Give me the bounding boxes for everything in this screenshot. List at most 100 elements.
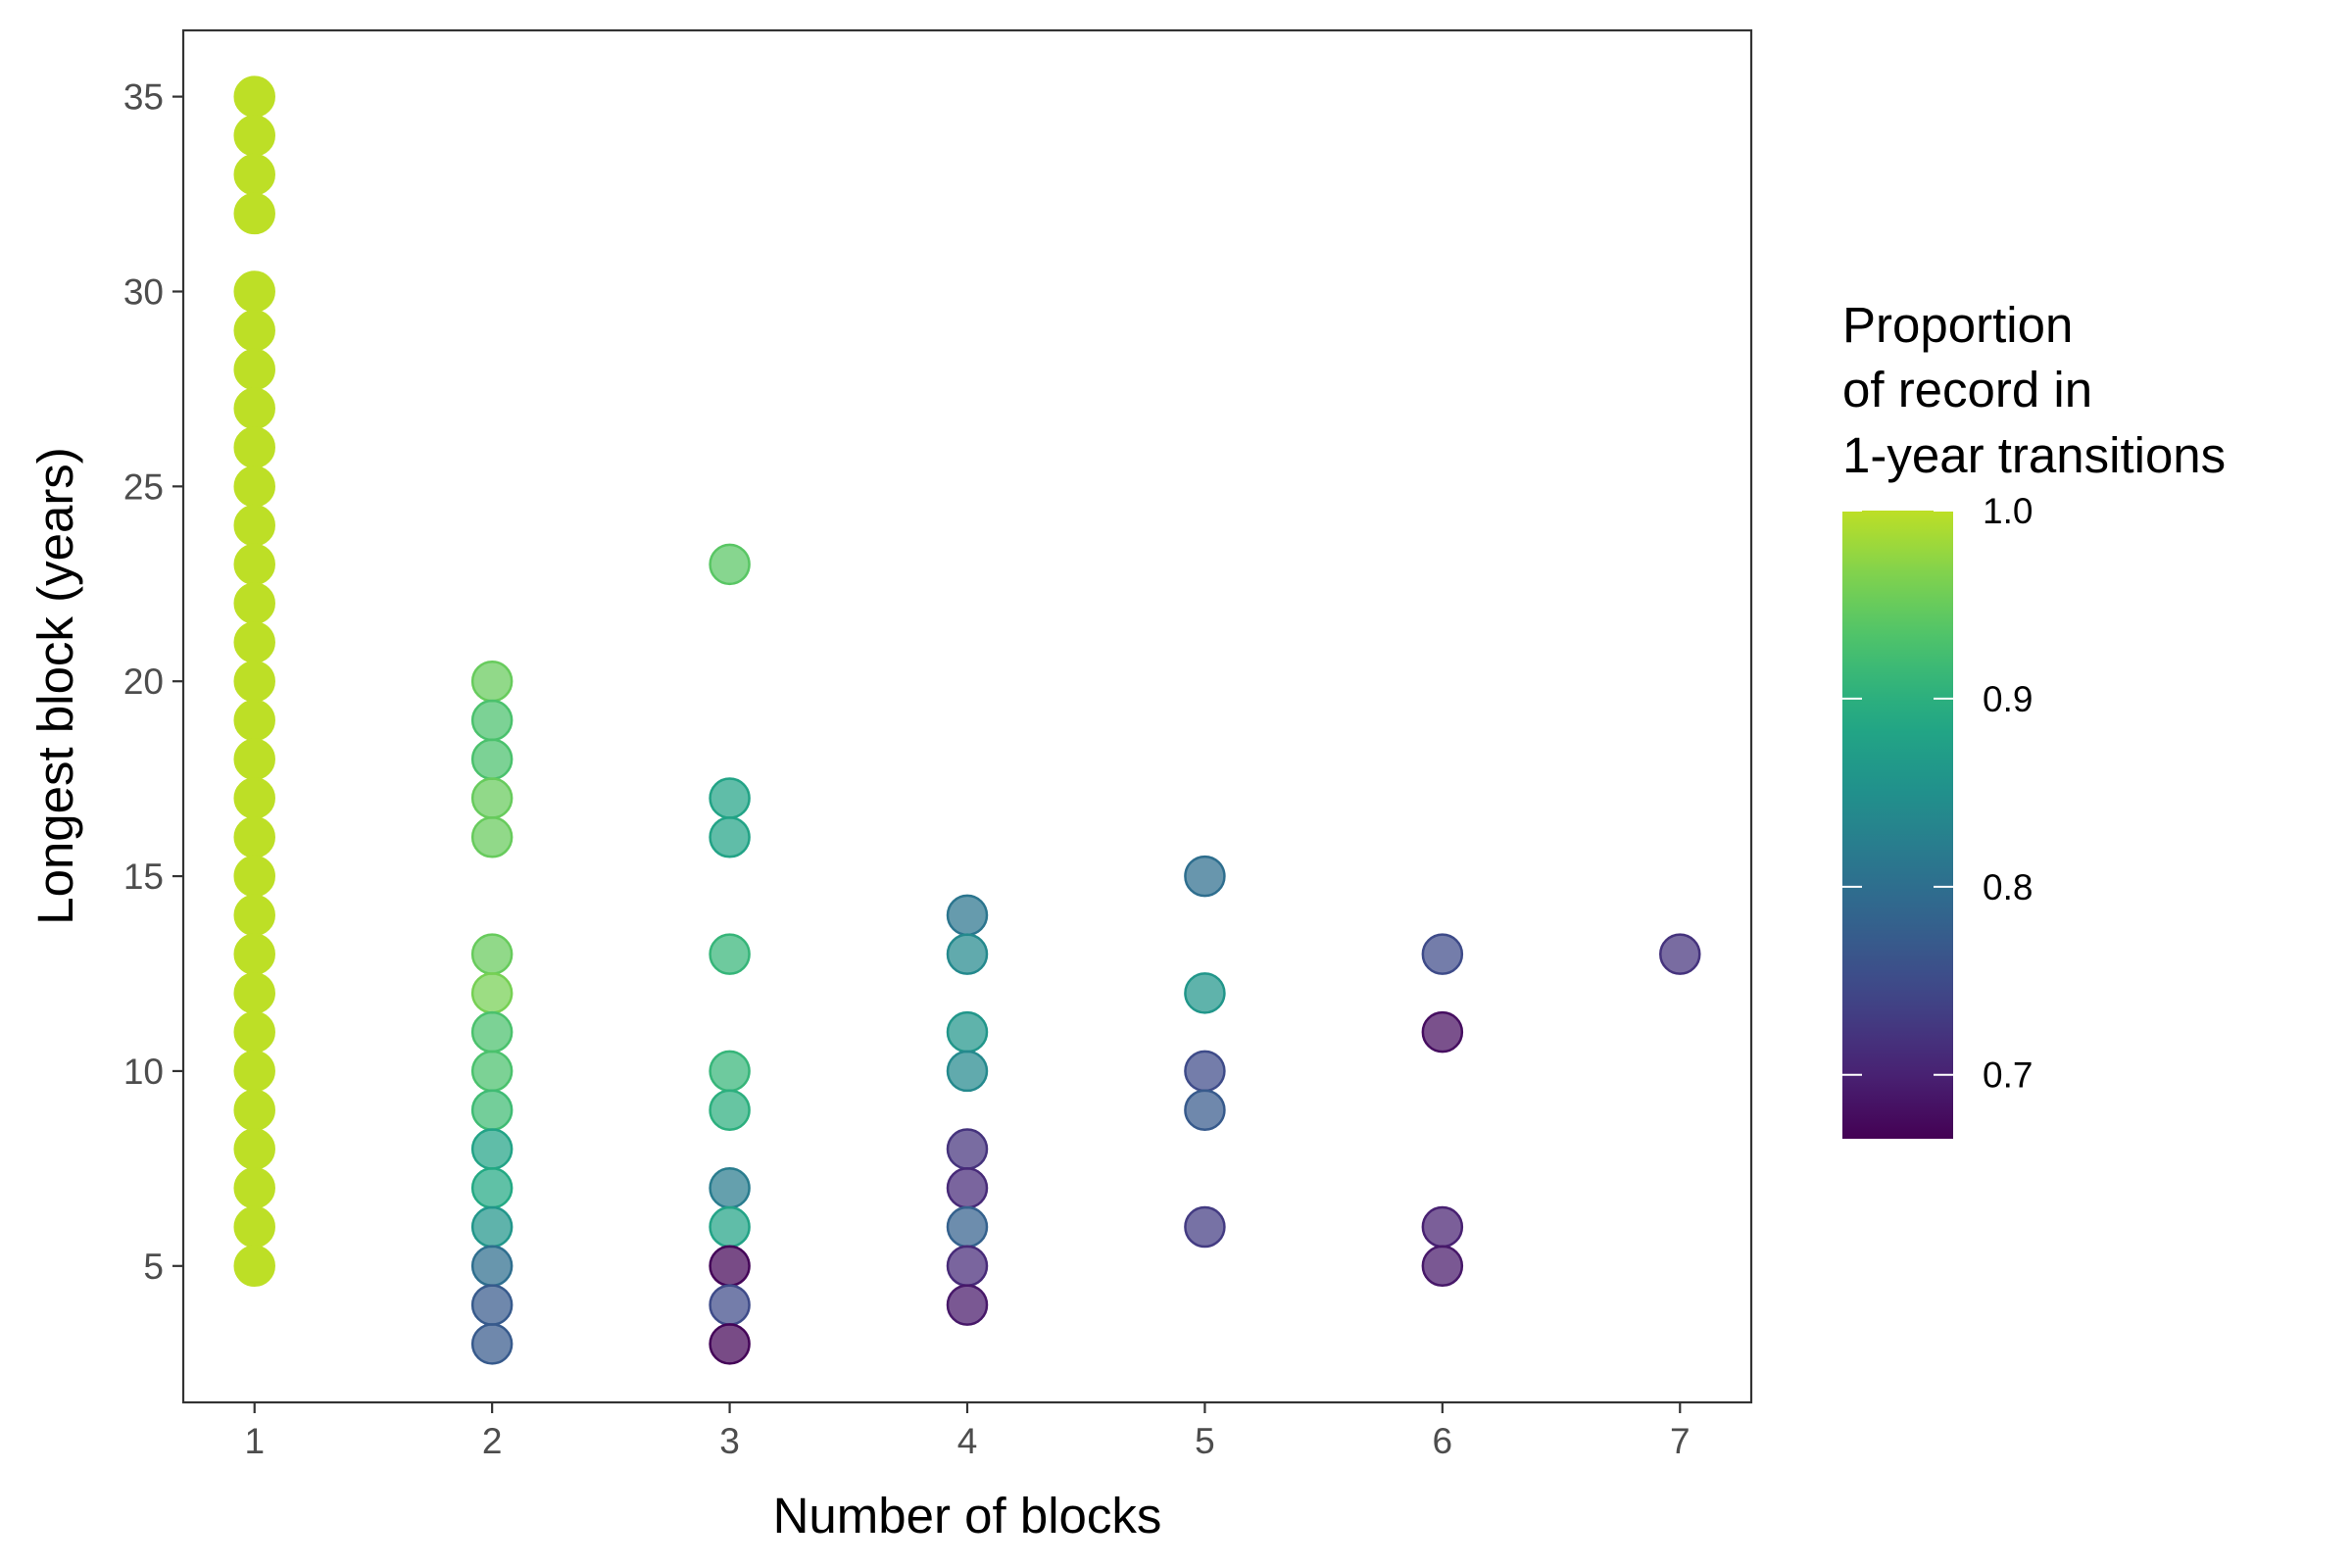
data-point	[946, 1167, 989, 1209]
data-point	[1184, 855, 1226, 898]
y-axis: 5 10 15 20 25 30 35	[123, 77, 183, 1287]
data-point	[470, 777, 514, 819]
colorbar-tick-label: 0.7	[1983, 1055, 2033, 1096]
data-point	[233, 270, 275, 313]
colorbar-tick-label: 0.9	[1983, 679, 2033, 719]
data-point	[470, 1323, 514, 1365]
data-point	[709, 1089, 751, 1131]
data-point	[233, 310, 275, 352]
data-point	[470, 738, 514, 780]
data-point	[709, 1323, 751, 1365]
data-point	[470, 1167, 514, 1209]
x-axis-title: Number of blocks	[773, 1488, 1162, 1544]
data-point	[233, 738, 275, 780]
data-point	[233, 348, 275, 391]
data-point	[233, 582, 275, 624]
data-point	[233, 504, 275, 547]
data-point	[946, 933, 989, 975]
data-point	[946, 894, 989, 937]
data-point	[1421, 933, 1464, 975]
data-point	[233, 621, 275, 663]
data-point	[709, 543, 751, 586]
data-point	[233, 1050, 275, 1093]
data-point	[1184, 972, 1226, 1014]
data-point	[1184, 1205, 1226, 1249]
x-tick-label: 7	[1670, 1421, 1690, 1461]
colorbar-legend: Proportion of record in 1-year transitio…	[1842, 297, 2226, 1139]
data-point	[709, 1284, 751, 1326]
data-point	[709, 1245, 751, 1288]
data-point	[946, 1128, 989, 1170]
points-layer	[233, 75, 1701, 1365]
data-point	[233, 1089, 275, 1131]
data-point	[470, 1245, 514, 1288]
data-point	[233, 660, 275, 703]
y-tick-label: 15	[123, 857, 164, 897]
x-axis: 1 2 3 4 5 6 7	[244, 1402, 1690, 1461]
data-point	[1421, 1010, 1464, 1054]
data-point	[233, 894, 275, 937]
data-point	[1421, 1205, 1464, 1249]
data-point	[709, 1167, 751, 1209]
data-point	[233, 75, 275, 118]
data-point	[1184, 1050, 1226, 1093]
x-tick-label: 3	[719, 1421, 740, 1461]
data-point	[233, 426, 275, 468]
data-point	[470, 972, 514, 1014]
colorbar	[1842, 511, 1953, 1139]
data-point	[709, 816, 751, 858]
data-point	[233, 972, 275, 1014]
colorbar-tick-label: 1.0	[1983, 491, 2033, 531]
legend-title-line-3: 1-year transitions	[1842, 427, 2226, 483]
data-point	[470, 1205, 514, 1249]
x-tick-label: 2	[482, 1421, 503, 1461]
y-tick-label: 35	[123, 77, 164, 118]
x-tick-label: 1	[244, 1421, 265, 1461]
data-point	[233, 543, 275, 586]
data-point	[1659, 933, 1701, 975]
legend-title-line-2: of record in	[1842, 362, 2092, 417]
legend-title-line-1: Proportion	[1842, 297, 2073, 353]
data-point	[233, 1010, 275, 1054]
data-point	[709, 1050, 751, 1093]
x-tick-label: 5	[1195, 1421, 1215, 1461]
colorbar-ticks: 1.0 0.9 0.8 0.7	[1842, 491, 2033, 1096]
x-tick-label: 6	[1433, 1421, 1453, 1461]
data-point	[946, 1050, 989, 1093]
data-point	[233, 1245, 275, 1288]
data-point	[233, 933, 275, 975]
data-point	[233, 153, 275, 196]
x-tick-label: 4	[957, 1421, 978, 1461]
data-point	[470, 699, 514, 742]
data-point	[946, 1010, 989, 1054]
data-point	[233, 1128, 275, 1170]
data-point	[946, 1245, 989, 1288]
data-point	[1184, 1089, 1226, 1131]
data-point	[1421, 1245, 1464, 1288]
data-point	[233, 777, 275, 819]
y-tick-label: 25	[123, 466, 164, 507]
data-point	[709, 933, 751, 975]
data-point	[233, 816, 275, 858]
data-point	[233, 1167, 275, 1209]
data-point	[233, 855, 275, 898]
y-tick-label: 20	[123, 662, 164, 702]
y-tick-label: 30	[123, 271, 164, 312]
data-point	[470, 933, 514, 975]
data-point	[233, 1205, 275, 1249]
data-point	[470, 1089, 514, 1131]
data-point	[709, 777, 751, 819]
data-point	[233, 699, 275, 742]
data-point	[470, 1128, 514, 1170]
data-point	[470, 1284, 514, 1326]
data-point	[233, 466, 275, 508]
data-point	[470, 1010, 514, 1054]
data-point	[709, 1205, 751, 1249]
data-point	[946, 1284, 989, 1326]
y-tick-label: 10	[123, 1052, 164, 1092]
colorbar-tick-label: 0.8	[1983, 867, 2033, 907]
data-point	[946, 1205, 989, 1249]
data-point	[470, 1050, 514, 1093]
data-point	[233, 387, 275, 430]
